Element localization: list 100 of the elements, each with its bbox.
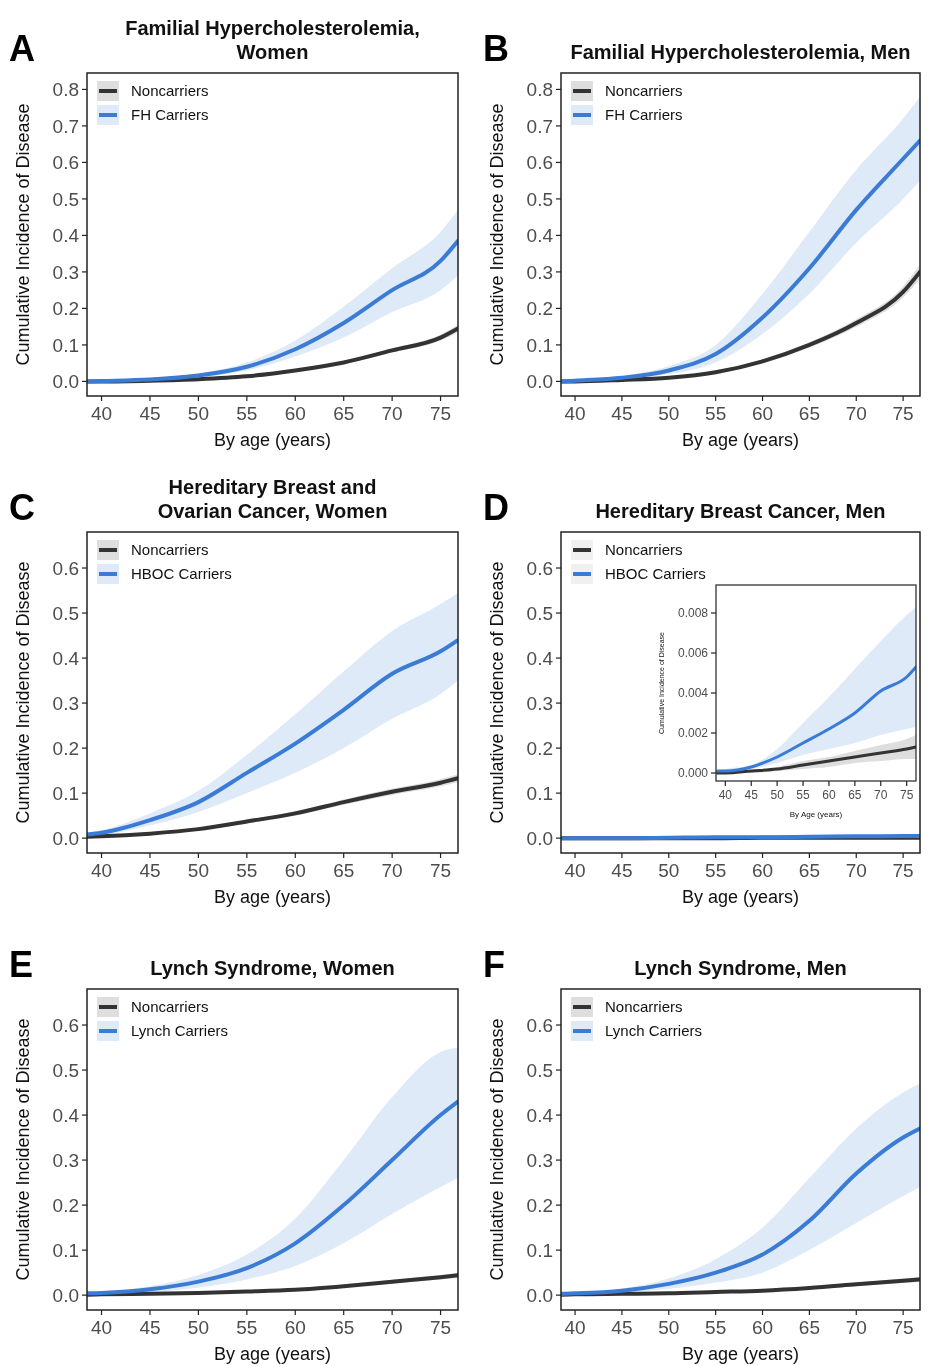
y-tick-label: 0.4	[526, 225, 554, 247]
x-axis-title: By age (years)	[681, 430, 800, 450]
y-tick-label: 0.1	[52, 334, 79, 356]
x-tick-label: 40	[564, 403, 586, 424]
chart-title: Familial Hypercholesterolemia, Women	[125, 17, 420, 63]
x-tick-label: 65	[798, 860, 820, 881]
x-tick-label: 60	[751, 860, 774, 881]
y-tick-label: 0.5	[526, 1059, 553, 1081]
x-tick-label: 60	[284, 403, 306, 424]
y-tick-label: 0.6	[52, 1014, 79, 1036]
legend-label: Noncarriers	[131, 541, 209, 559]
text: A	[9, 28, 35, 69]
x-tick-label: 75	[892, 1317, 914, 1338]
x-tick-label: 45	[139, 403, 161, 424]
y-tick-label: 0.006	[677, 646, 709, 661]
y-tick-label: 0.3	[526, 1149, 553, 1171]
y-tick-label: 0.6	[526, 1014, 553, 1036]
x-tick-label: 70	[381, 860, 403, 881]
x-tick-label: 75	[429, 1317, 452, 1338]
chart-title: Hereditary Breast and Ovarian Cancer, Women	[157, 476, 388, 522]
y-tick-label: 0.2	[52, 1194, 79, 1216]
y-tick-label: 0.3	[52, 1149, 79, 1171]
y-tick-label: 0.2	[526, 298, 553, 320]
x-tick-label: 50	[658, 860, 680, 881]
y-axis-title: Cumulative Incidence of Disease	[13, 1018, 33, 1281]
y-tick-label: 0.4	[52, 225, 80, 247]
text: B	[483, 28, 509, 69]
x-tick-label: 45	[611, 860, 633, 881]
x-tick-label: 55	[236, 860, 258, 881]
chart-title: Familial Hypercholesterolemia, Men	[570, 41, 911, 63]
y-tick-label: 0.5	[52, 1059, 79, 1081]
x-tick-label: 40	[718, 788, 733, 802]
legend-label: Noncarriers	[605, 82, 683, 100]
y-tick-label: 0.5	[526, 602, 553, 624]
y-tick-label: 0.1	[526, 1239, 553, 1261]
y-axis-title: Cumulative Incidence of Disease	[487, 1018, 507, 1281]
legend-label: FH Carriers	[605, 106, 683, 124]
y-tick-label: 0.6	[52, 152, 79, 174]
y-tick-label: 0.2	[526, 1194, 553, 1216]
text: D	[483, 487, 509, 528]
y-tick-label: 0.1	[52, 782, 79, 804]
x-tick-label: 55	[236, 403, 258, 424]
x-tick-label: 70	[845, 403, 867, 424]
x-tick-label: 40	[564, 1317, 586, 1338]
y-tick-label: 0.8	[526, 79, 553, 101]
x-tick-label: 55	[705, 403, 727, 424]
legend-label: Lynch Carriers	[605, 1022, 702, 1040]
x-tick-label: 70	[874, 788, 888, 802]
x-tick-label: 55	[705, 860, 727, 881]
legend-label: Noncarriers	[605, 541, 683, 559]
y-tick-label: 0.8	[52, 79, 79, 101]
x-tick-label: 40	[90, 860, 113, 881]
y-tick-label: 0.5	[52, 602, 79, 624]
x-tick-label: 45	[611, 403, 633, 424]
x-tick-label: 40	[90, 403, 113, 424]
x-tick-label: 65	[798, 1317, 820, 1338]
x-tick-label: 50	[187, 1317, 209, 1338]
x-tick-label: 75	[429, 403, 452, 424]
y-tick-label: 0.1	[52, 1239, 79, 1261]
y-tick-label: 0.2	[52, 298, 79, 320]
legend-label: Noncarriers	[131, 82, 209, 100]
x-tick-label: 50	[187, 860, 209, 881]
y-tick-label: 0.1	[526, 782, 553, 804]
legend-label: Noncarriers	[605, 998, 683, 1016]
y-tick-label: 0.4	[52, 647, 80, 669]
x-tick-label: 70	[845, 860, 867, 881]
y-tick-label: 0.0	[526, 1284, 553, 1306]
y-tick-label: 0.6	[52, 557, 79, 579]
x-tick-label: 50	[770, 788, 785, 802]
x-axis-title: By age (years)	[681, 887, 800, 907]
text: E	[9, 944, 34, 985]
x-tick-label: 65	[848, 788, 862, 802]
x-tick-label: 70	[381, 403, 403, 424]
x-tick-label: 75	[899, 788, 914, 802]
legend-label: Noncarriers	[131, 998, 209, 1016]
y-tick-label: 0.000	[677, 766, 709, 781]
x-axis-title: By age (years)	[213, 430, 332, 450]
x-tick-label: 50	[187, 403, 209, 424]
x-axis-title: By Age (years)	[789, 810, 843, 819]
y-tick-label: 0.3	[52, 692, 79, 714]
y-tick-label: 0.0	[526, 827, 553, 849]
y-tick-label: 0.004	[677, 686, 709, 701]
x-tick-label: 65	[333, 860, 355, 881]
x-tick-label: 65	[798, 403, 820, 424]
x-tick-label: 60	[284, 1317, 306, 1338]
x-tick-label: 55	[796, 788, 811, 802]
legend-label: HBOC Carriers	[131, 565, 232, 583]
y-tick-label: 0.4	[526, 647, 554, 669]
x-tick-label: 45	[139, 860, 161, 881]
x-tick-label: 70	[845, 1317, 867, 1338]
x-tick-label: 50	[658, 1317, 680, 1338]
x-tick-label: 45	[744, 788, 759, 802]
legend-label: FH Carriers	[131, 106, 209, 124]
x-tick-label: 40	[564, 860, 586, 881]
x-axis-title: By age (years)	[213, 1344, 332, 1364]
y-tick-label: 0.5	[52, 188, 79, 210]
y-tick-label: 0.1	[526, 334, 553, 356]
y-tick-label: 0.7	[526, 115, 553, 137]
y-tick-label: 0.0	[52, 371, 79, 393]
text: F	[483, 944, 505, 985]
